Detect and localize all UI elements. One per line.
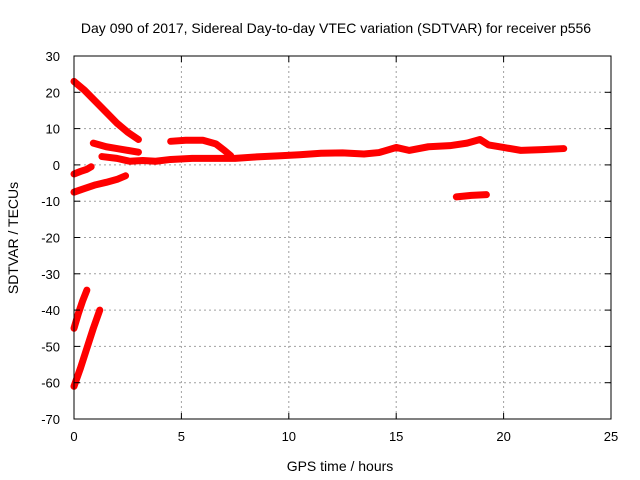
data-track: [98, 135, 568, 165]
x-ticks: 0 5 10 15 20 25: [70, 56, 618, 444]
x-tick-label: 20: [496, 429, 510, 444]
y-tick-label: -60: [41, 376, 60, 391]
data-track: [70, 172, 130, 196]
data-track: [70, 77, 142, 143]
y-tick-label: -70: [41, 412, 60, 427]
chart-title: Day 090 of 2017, Sidereal Day-to-day VTE…: [81, 20, 591, 36]
y-tick-label: 20: [46, 85, 60, 100]
data-track: [89, 139, 142, 156]
y-axis-label: SDTVAR / TECUs: [5, 182, 21, 294]
y-tick-label: 30: [46, 49, 60, 64]
x-tick-label: 15: [389, 429, 403, 444]
x-axis-label: GPS time / hours: [287, 458, 394, 474]
y-tick-label: -50: [41, 339, 60, 354]
y-tick-label: -40: [41, 303, 60, 318]
y-tick-label: -10: [41, 194, 60, 209]
data-track: [70, 286, 91, 332]
x-tick-label: 5: [178, 429, 185, 444]
data-track: [167, 136, 235, 160]
y-tick-label: 10: [46, 122, 60, 137]
data-track: [70, 163, 95, 178]
y-tick-label: 0: [53, 158, 60, 173]
y-ticks: -70 -60 -50 -40 -30 -20 -10 0 10 20 30: [41, 49, 611, 427]
grid-lines: [74, 56, 611, 419]
y-tick-label: -30: [41, 267, 60, 282]
x-tick-label: 10: [282, 429, 296, 444]
data-tracks: [70, 77, 568, 390]
y-tick-label: -20: [41, 231, 60, 246]
data-track: [70, 306, 104, 390]
x-tick-label: 25: [604, 429, 618, 444]
x-tick-label: 0: [70, 429, 77, 444]
data-track: [452, 191, 490, 201]
